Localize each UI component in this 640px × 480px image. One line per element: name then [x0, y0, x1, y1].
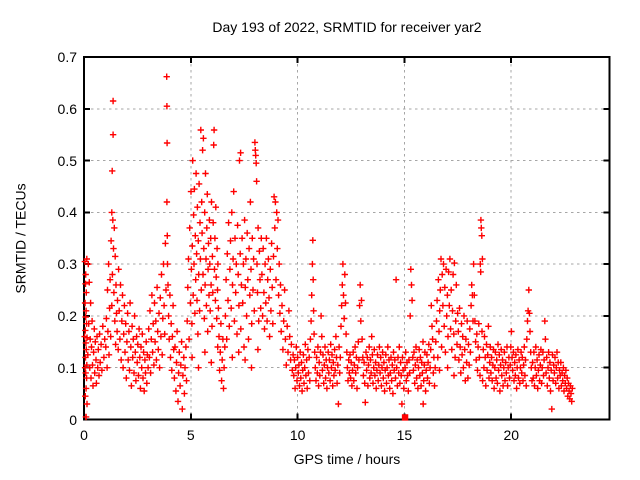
chart-title: Day 193 of 2022, SRMTID for receiver yar…: [212, 19, 482, 35]
x-tick-label: 20: [503, 427, 520, 443]
x-axis-label: GPS time / hours: [293, 451, 401, 467]
y-tick-label: 0.2: [57, 307, 77, 324]
y-tick-label: 0.3: [57, 256, 77, 273]
y-axis-label: SRMTID / TECUs: [12, 183, 29, 294]
x-tick-label: 10: [289, 427, 306, 443]
grid-lines: [85, 58, 609, 419]
x-tick-label: 0: [80, 427, 88, 443]
y-tick-label: 0.4: [57, 204, 77, 221]
square-point: [401, 414, 409, 421]
y-tick-label: 0.5: [57, 152, 77, 169]
y-tick-label: 0.7: [57, 49, 77, 65]
x-tick-label: 5: [186, 427, 195, 443]
plot-border: [83, 56, 611, 421]
scatter-points: [81, 73, 576, 421]
y-tick-label: 0.6: [57, 100, 77, 117]
y-tick-label: 0.1: [57, 359, 77, 376]
x-tick-label: 15: [396, 427, 413, 443]
y-tick-label: 0: [69, 411, 77, 428]
